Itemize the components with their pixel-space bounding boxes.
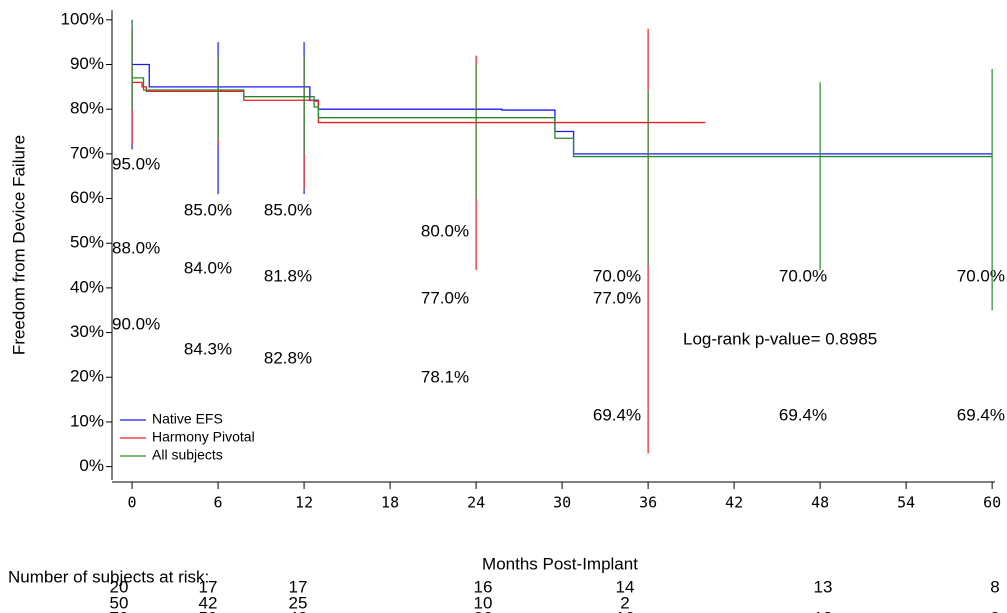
value-label: 95.0% [112,154,160,173]
x-tick-label: 24 [467,494,485,512]
value-label: 84.3% [184,339,232,358]
y-tick-label: 0% [79,456,104,475]
legend-label: Harmony Pivotal [152,429,255,445]
value-label: 82.8% [264,348,312,367]
at-risk-count: 17 [289,577,308,596]
value-label: 80.0% [421,221,469,240]
value-label: 85.0% [184,200,232,219]
y-tick-label: 80% [70,99,104,118]
x-tick-label: 42 [725,494,743,512]
value-label: 81.8% [264,266,312,285]
survival-line [132,63,993,155]
value-label: 88.0% [112,238,160,257]
at-risk-count: 50 [110,593,129,612]
y-tick-label: 50% [70,233,104,252]
at-risk-count: 8 [990,608,999,613]
value-label: 84.0% [184,258,232,277]
value-label: 90.0% [112,314,160,333]
x-tick-label: 12 [295,494,313,512]
at-risk-count: 2 [620,593,629,612]
at-risk-count: 16 [474,577,493,596]
x-tick-label: 54 [897,494,915,512]
y-tick-label: 40% [70,277,104,296]
at-risk-count: 42 [199,593,218,612]
x-tick-label: 48 [811,494,829,512]
at-risk-count: 16 [616,608,635,613]
value-label: 70.0% [957,266,1005,285]
legend-label: All subjects [152,447,223,463]
y-tick-label: 30% [70,322,104,341]
value-label: 77.0% [593,288,641,307]
value-label: 69.4% [957,405,1005,424]
x-tick-label: 60 [983,494,1001,512]
at-risk-title: Number of subjects at risk: [8,567,209,586]
x-tick-label: 0 [128,494,137,512]
y-tick-label: 60% [70,188,104,207]
x-tick-label: 18 [381,494,399,512]
x-tick-label: 30 [553,494,571,512]
y-tick-label: 100% [61,9,104,28]
y-tick-label: 20% [70,367,104,386]
at-risk-count: 25 [289,593,308,612]
at-risk-count: 42 [289,608,308,613]
at-risk-count: 17 [199,577,218,596]
value-label: 85.0% [264,200,312,219]
at-risk-count: 13 [814,608,833,613]
value-label: 70.0% [593,266,641,285]
at-risk-count: 26 [474,608,493,613]
value-label: 77.0% [421,288,469,307]
x-tick-label: 6 [214,494,223,512]
at-risk-count: 14 [616,577,635,596]
at-risk-count: 20 [110,577,129,596]
y-tick-label: 10% [70,411,104,430]
y-axis-title: Freedom from Device Failure [9,135,28,355]
value-label: 70.0% [779,266,827,285]
y-tick-label: 90% [70,54,104,73]
at-risk-count: 59 [199,608,218,613]
value-label: 78.1% [421,367,469,386]
value-label: 69.4% [593,405,641,424]
value-label: 69.4% [779,405,827,424]
y-tick-label: 70% [70,143,104,162]
at-risk-count: 70 [110,608,129,613]
survival-line [132,77,993,158]
at-risk-count: 8 [990,577,999,596]
at-risk-count: 13 [814,577,833,596]
x-tick-label: 36 [639,494,657,512]
legend-label: Native EFS [152,411,223,427]
at-risk-count: 10 [474,593,493,612]
annotation: Log-rank p-value= 0.8985 [683,329,877,348]
x-axis-title: Months Post-Implant [482,554,638,573]
